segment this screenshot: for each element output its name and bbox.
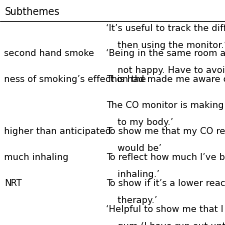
Text: then using the monitor.’: then using the monitor.’ xyxy=(106,40,225,50)
Text: second hand smoke: second hand smoke xyxy=(4,50,95,58)
Text: not happy. Have to avoi: not happy. Have to avoi xyxy=(106,66,225,75)
Text: ‘Being in the same room as: ‘Being in the same room as xyxy=(106,50,225,58)
Text: To reflect how much I’ve b: To reflect how much I’ve b xyxy=(106,153,225,162)
Text: This had made me aware o: This had made me aware o xyxy=(106,75,225,84)
Text: The CO monitor is making: The CO monitor is making xyxy=(106,101,224,110)
Text: NRT: NRT xyxy=(4,179,22,188)
Text: would be’: would be’ xyxy=(106,144,161,153)
Text: Subthemes: Subthemes xyxy=(4,7,60,17)
Text: To show me that my CO re: To show me that my CO re xyxy=(106,127,225,136)
Text: ‘Helpful to show me that I s: ‘Helpful to show me that I s xyxy=(106,205,225,214)
Text: To show if it’s a lower reac: To show if it’s a lower reac xyxy=(106,179,225,188)
Text: ‘It’s useful to track the diffe: ‘It’s useful to track the diffe xyxy=(106,24,225,33)
Text: ness of smoking’s effect on the: ness of smoking’s effect on the xyxy=(4,75,146,84)
Text: much inhaling: much inhaling xyxy=(4,153,69,162)
Text: to my body.’: to my body.’ xyxy=(106,118,173,127)
Text: higher than anticipated: higher than anticipated xyxy=(4,127,112,136)
Text: inhaling.’: inhaling.’ xyxy=(106,170,159,179)
Text: gum (I have run out unti: gum (I have run out unti xyxy=(106,222,225,225)
Text: therapy.’: therapy.’ xyxy=(106,196,157,205)
